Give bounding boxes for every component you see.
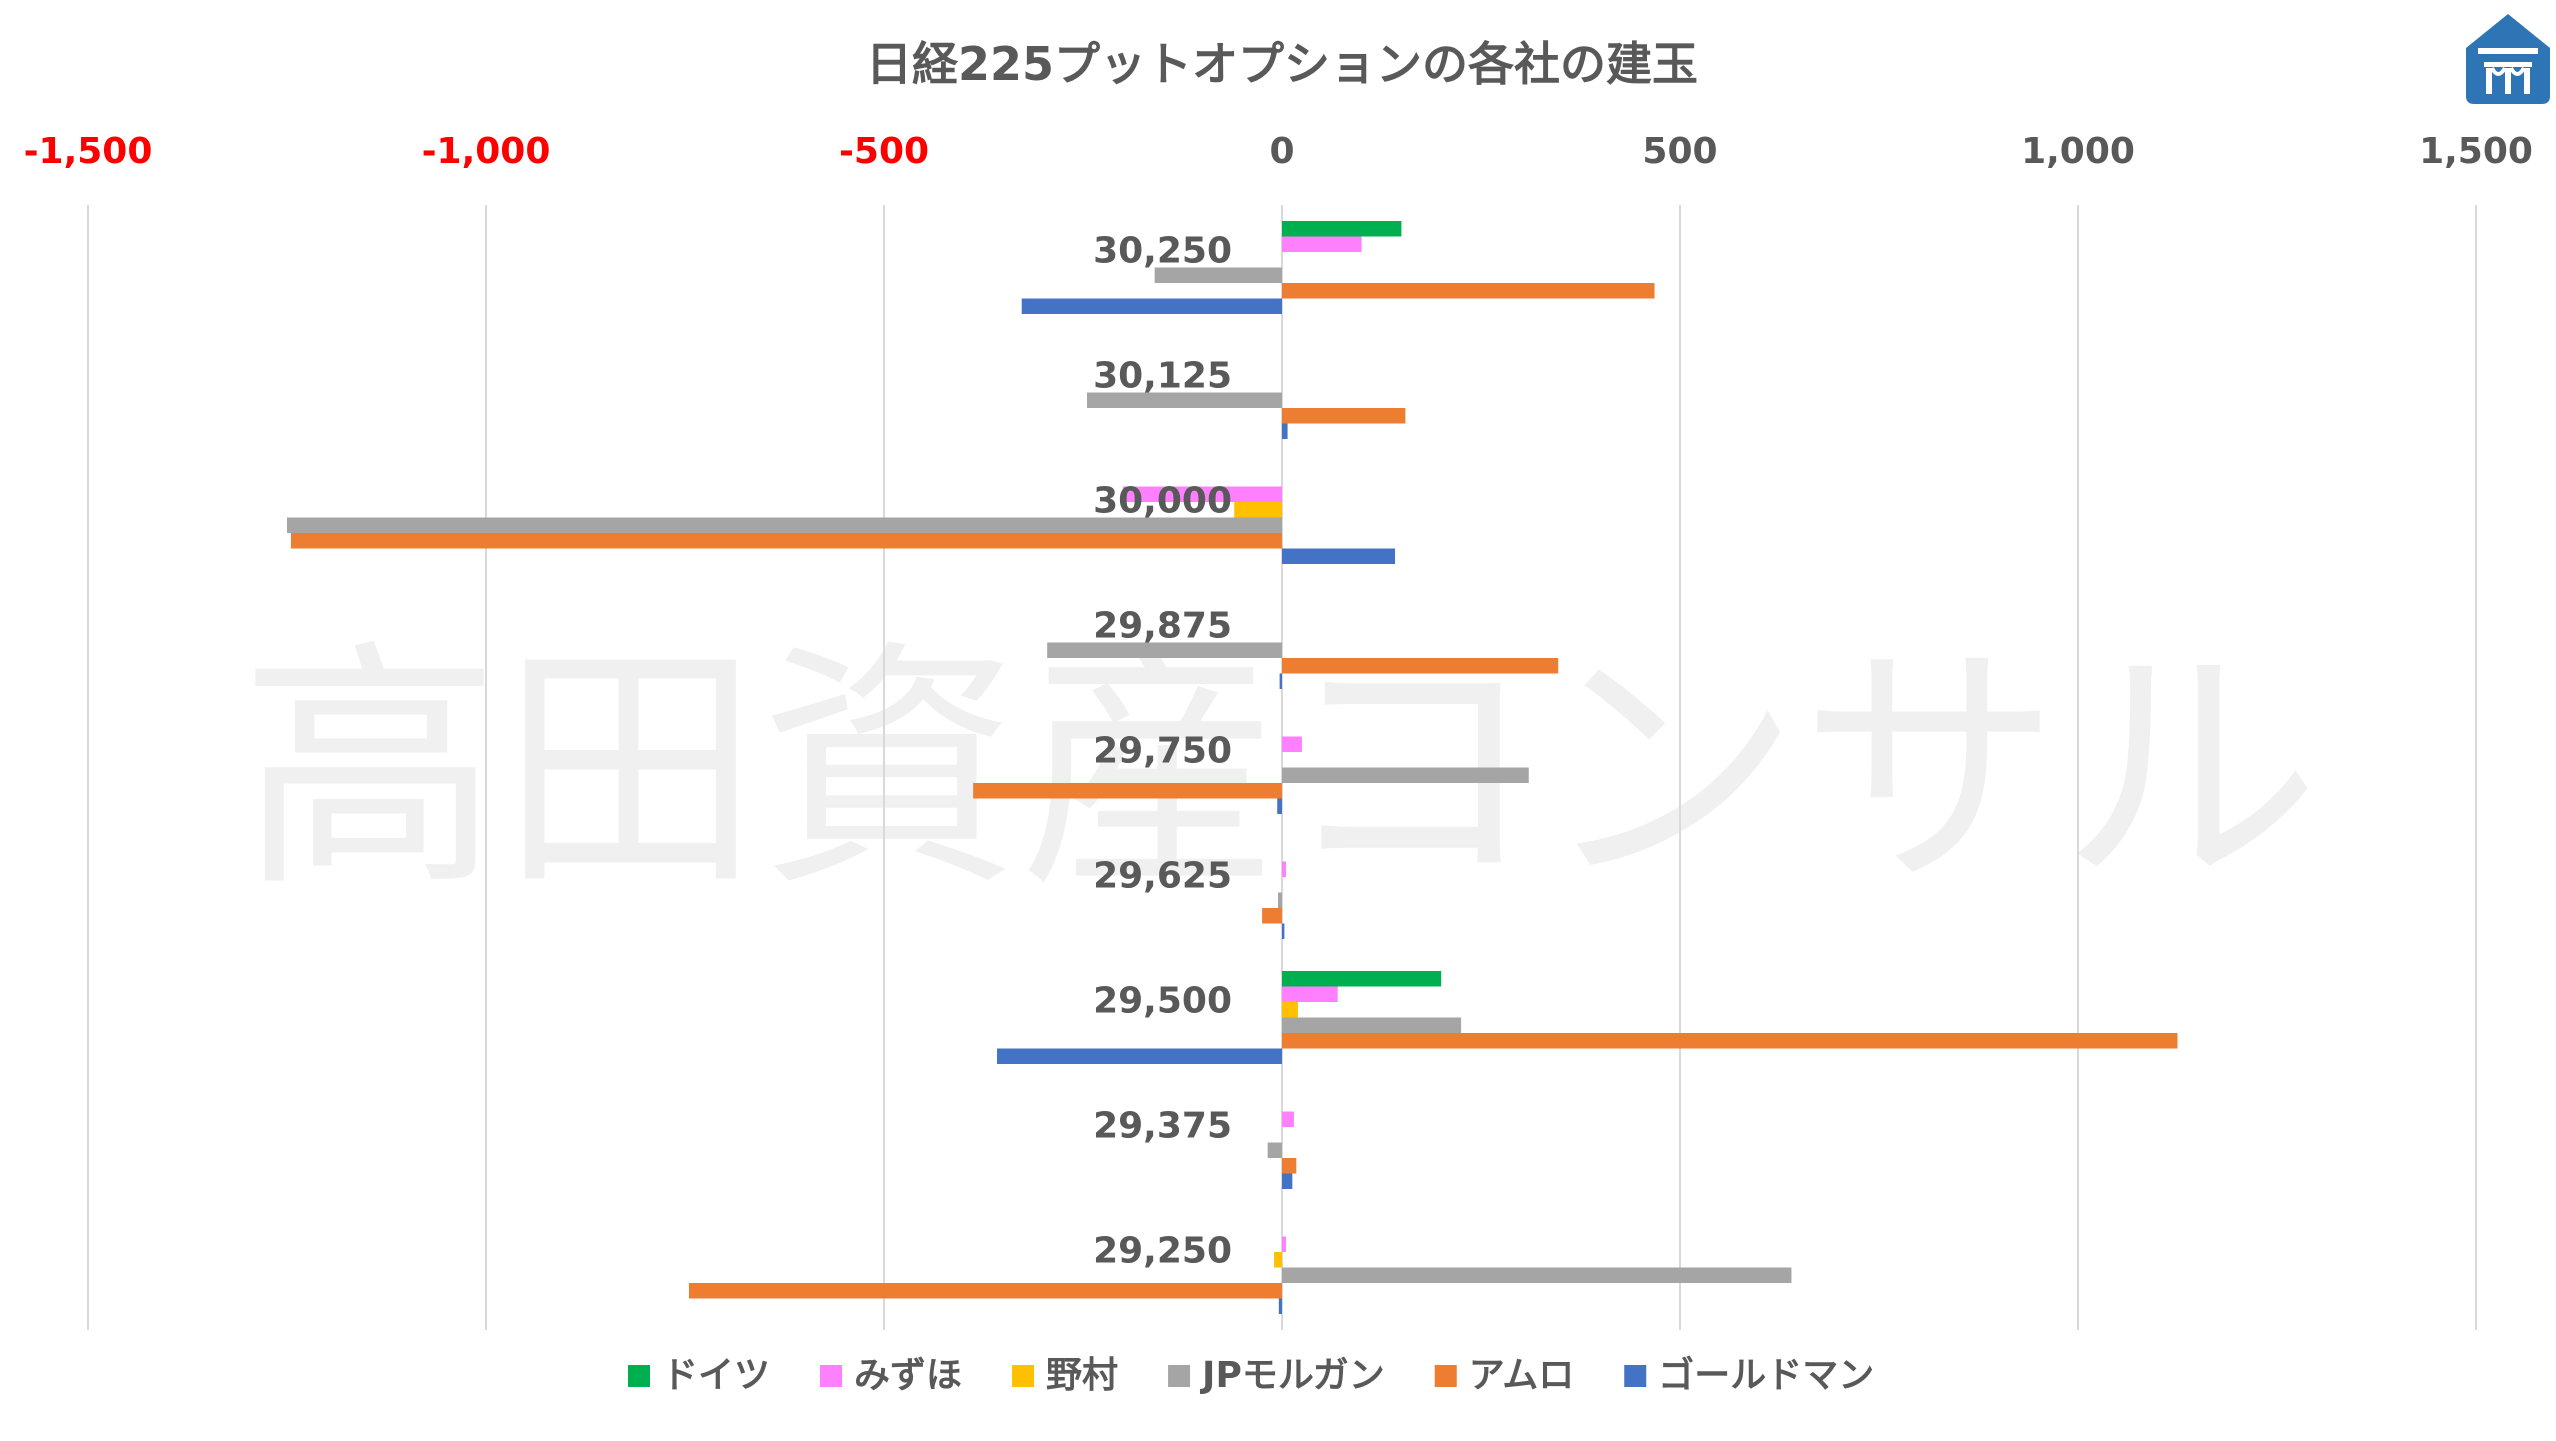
- bar: [1282, 767, 1529, 783]
- legend-label: JPモルガン: [1199, 1355, 1385, 1396]
- bar: [1274, 1252, 1282, 1268]
- x-tick-label: 1,500: [2419, 131, 2533, 172]
- bar: [1282, 1267, 1792, 1283]
- bar: [1282, 986, 1338, 1002]
- category-labels: 30,250 30,125 30,000 29,875 29,750 29,625 29,5…: [1093, 231, 1232, 1272]
- category-label: 30,250: [1093, 231, 1232, 272]
- bar: [688, 1283, 1282, 1299]
- category-label: 29,875: [1093, 606, 1232, 647]
- legend-label: ドイツ: [662, 1355, 770, 1396]
- bar: [1282, 1173, 1293, 1189]
- legend-swatch: [1168, 1365, 1191, 1387]
- bar: [1282, 283, 1655, 299]
- bar: [1282, 736, 1302, 752]
- bar: [1282, 1158, 1297, 1174]
- legend-swatch: [1624, 1365, 1647, 1387]
- bar: [1282, 923, 1285, 939]
- bar: [1278, 1298, 1282, 1314]
- category-label: 30,125: [1093, 356, 1232, 397]
- category-label: 29,500: [1093, 981, 1232, 1022]
- bar: [1282, 548, 1396, 564]
- bar: [1262, 908, 1282, 924]
- category-label: 29,750: [1093, 731, 1232, 772]
- legend-label: 野村: [1046, 1355, 1118, 1396]
- category-label: 29,375: [1093, 1106, 1232, 1147]
- x-tick-label: 0: [1269, 131, 1294, 172]
- x-tick-label: -1,500: [24, 131, 153, 172]
- bar: [1282, 971, 1442, 987]
- bar: [1282, 236, 1362, 252]
- watermark-text: 高田資産コンサル: [240, 620, 2320, 922]
- bar: [1282, 861, 1286, 877]
- bar: [290, 533, 1283, 549]
- x-tick-label: 1,000: [2021, 131, 2135, 172]
- bar: [287, 517, 1282, 533]
- legend-swatch: [1434, 1365, 1457, 1387]
- bar: [997, 1048, 1282, 1064]
- x-axis-tick-labels: -1,500 -1,000 -500 0 500 1,000 1,500: [24, 131, 2533, 172]
- bar: [973, 783, 1282, 799]
- bar: [1282, 1111, 1294, 1127]
- bar: [1282, 1002, 1298, 1018]
- legend: ドイツ みずほ 野村 JPモルガン アムロ ゴールドマン: [628, 1354, 1874, 1396]
- x-tick-label: -500: [839, 131, 929, 172]
- legend-label: みずほ: [854, 1355, 962, 1396]
- x-tick-label: -1,000: [422, 131, 551, 172]
- chart-title: 日経225プットオプションの各社の建玉: [866, 37, 1698, 91]
- legend-swatch: [1012, 1365, 1035, 1387]
- category-label: 29,625: [1093, 856, 1232, 897]
- bar: [1267, 1142, 1282, 1158]
- bar: [1282, 1017, 1462, 1033]
- bar: [1154, 267, 1282, 283]
- x-tick-label: 500: [1642, 131, 1717, 172]
- legend-swatch: [628, 1365, 650, 1387]
- bar: [1282, 423, 1288, 439]
- bar: [1282, 1236, 1286, 1252]
- category-label: 29,250: [1093, 1231, 1232, 1272]
- bar: [1047, 642, 1282, 658]
- legend-label: アムロ: [1469, 1355, 1574, 1396]
- bar: [1282, 658, 1559, 674]
- bar: [1282, 221, 1402, 237]
- bar: [1234, 502, 1282, 518]
- bar: [1278, 892, 1282, 908]
- legend-swatch: [820, 1365, 843, 1387]
- bar: [1279, 673, 1282, 689]
- bar: [1282, 408, 1406, 424]
- legend-label: ゴールドマン: [1658, 1354, 1874, 1396]
- bar: [1021, 298, 1282, 314]
- bar: [1277, 798, 1282, 814]
- building-logo-icon: [2466, 14, 2550, 104]
- bar: [1086, 392, 1282, 408]
- bars: [287, 221, 2178, 1314]
- bar: [1122, 486, 1282, 502]
- category-label: 30,000: [1093, 481, 1232, 522]
- bar: [1282, 1033, 2178, 1049]
